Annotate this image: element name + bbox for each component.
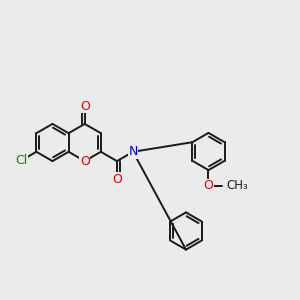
Text: Cl: Cl (15, 154, 27, 167)
Text: O: O (80, 154, 90, 168)
Text: N: N (128, 145, 138, 158)
Text: O: O (80, 100, 90, 113)
Text: CH₃: CH₃ (226, 179, 248, 192)
Text: O: O (112, 173, 122, 186)
Text: O: O (204, 179, 213, 192)
